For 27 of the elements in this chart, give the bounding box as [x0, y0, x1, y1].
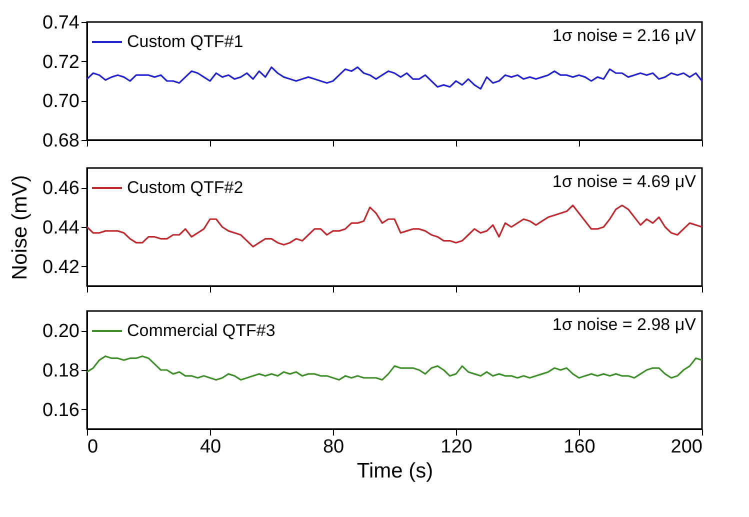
- x-axis-title: Time (s): [356, 460, 434, 482]
- x-tick-label: 200: [670, 436, 702, 458]
- x-tick-label: 0: [88, 436, 98, 458]
- y-tick-label: 0.70: [42, 91, 80, 112]
- legend-label: Commercial QTF#3: [127, 321, 276, 340]
- line-series: [86, 355, 703, 381]
- x-tick-label: 80: [322, 436, 344, 458]
- y-tick-label: 0.44: [42, 218, 80, 238]
- y-tick-label: 0.72: [42, 52, 80, 73]
- annotation: 1σ noise = 2.98 μV: [552, 315, 697, 334]
- x-tick-label: 40: [200, 436, 222, 458]
- annotation: 1σ noise = 4.69 μV: [552, 172, 697, 191]
- line-series: [86, 204, 703, 248]
- y-tick-label: 0.16: [42, 400, 80, 421]
- y-tick-label: 0.68: [42, 130, 80, 152]
- x-tick-label: 160: [564, 436, 596, 458]
- line-series: [86, 66, 703, 90]
- y-tick-label: 0.46: [42, 178, 80, 200]
- annotation: 1σ noise = 2.16 μV: [552, 26, 697, 45]
- y-tick-label: 0.74: [42, 12, 80, 34]
- y-tick-label: 0.42: [42, 256, 80, 278]
- y-axis-title: Noise (mV): [8, 174, 32, 280]
- x-tick-label: 120: [440, 436, 472, 458]
- legend-label: Custom QTF#2: [127, 178, 244, 197]
- y-tick-label: 0.20: [42, 321, 80, 342]
- y-tick-label: 0.18: [42, 360, 80, 382]
- legend-label: Custom QTF#1: [127, 32, 244, 51]
